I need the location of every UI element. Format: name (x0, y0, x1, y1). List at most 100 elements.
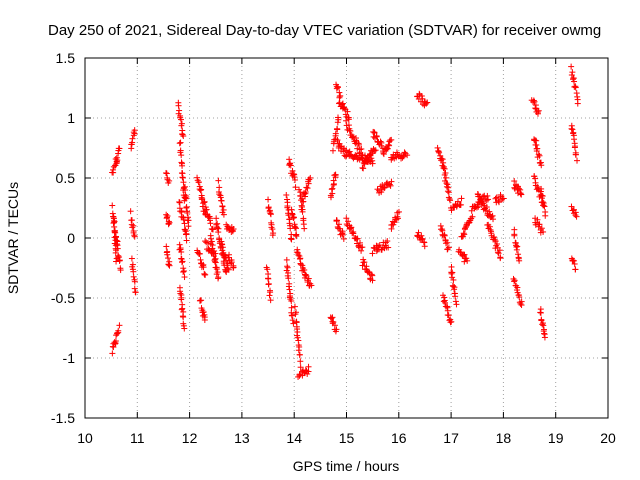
y-tick-label: 1 (67, 110, 75, 126)
data-point (300, 198, 307, 205)
data-point (166, 219, 173, 226)
data-point (177, 139, 184, 146)
data-point (178, 249, 185, 256)
data-point (448, 207, 455, 214)
x-tick-label: 15 (339, 430, 355, 446)
data-point (330, 319, 337, 326)
data-point (336, 140, 343, 147)
data-point (115, 327, 122, 334)
data-point (166, 177, 173, 184)
data-point (442, 240, 449, 247)
data-point (288, 206, 295, 213)
data-point (127, 208, 134, 215)
data-point (371, 129, 378, 136)
data-point (538, 225, 545, 232)
data-point (572, 209, 579, 216)
data-point (328, 186, 335, 193)
data-point (181, 274, 188, 281)
data-point (334, 83, 341, 90)
data-point (568, 71, 575, 78)
data-point (181, 220, 188, 227)
data-point (210, 249, 217, 256)
data-point (215, 274, 222, 281)
data-point (303, 184, 310, 191)
data-point (267, 297, 274, 304)
y-tick-label: -1 (63, 350, 76, 366)
data-point (113, 258, 120, 265)
data-point (297, 364, 304, 371)
data-point (444, 307, 451, 314)
data-point (293, 233, 300, 240)
data-point (537, 309, 544, 316)
data-point (201, 270, 208, 277)
data-point (360, 159, 367, 166)
data-point (131, 127, 138, 134)
data-point (574, 100, 581, 107)
data-point (166, 262, 173, 269)
data-point (332, 130, 339, 137)
data-point (109, 350, 116, 357)
data-point (110, 220, 117, 227)
data-point (419, 95, 426, 102)
data-point (305, 363, 312, 370)
data-point (115, 252, 122, 259)
y-tick-label: 0 (67, 230, 75, 246)
data-point (131, 232, 138, 239)
data-point (198, 186, 205, 193)
data-point (185, 223, 192, 230)
data-point (329, 185, 336, 192)
data-point (219, 203, 226, 210)
data-point (164, 255, 171, 262)
data-point (443, 174, 450, 181)
data-point (482, 207, 489, 214)
data-point (350, 228, 357, 235)
data-point (541, 330, 548, 337)
data-point (437, 222, 444, 229)
data-point (163, 243, 170, 250)
data-point (230, 264, 237, 271)
data-point (176, 107, 183, 114)
data-point (181, 325, 188, 332)
data-point (264, 266, 271, 273)
data-point (360, 165, 367, 172)
data-point (364, 158, 371, 165)
data-point (165, 218, 172, 225)
data-point (514, 284, 521, 291)
data-points (109, 63, 581, 380)
data-point (292, 224, 299, 231)
data-point (212, 256, 219, 263)
data-point (571, 83, 578, 90)
data-point (163, 169, 170, 176)
data-point (178, 255, 185, 262)
data-point (291, 176, 298, 183)
data-point (419, 236, 426, 243)
data-point (369, 277, 376, 284)
data-point (200, 309, 207, 316)
data-point (540, 202, 547, 209)
data-point (341, 105, 348, 112)
data-point (334, 137, 341, 144)
data-point (184, 209, 191, 216)
data-point (384, 145, 391, 152)
data-point (495, 199, 502, 206)
data-point (296, 351, 303, 358)
data-point (444, 181, 451, 188)
data-point (265, 275, 272, 282)
data-point (511, 278, 518, 285)
data-point (359, 262, 366, 269)
data-point (486, 223, 493, 230)
data-point (211, 247, 218, 254)
data-point (196, 250, 203, 257)
data-point (570, 129, 577, 136)
data-point (285, 275, 292, 282)
data-point (301, 225, 308, 232)
data-point (117, 267, 124, 274)
data-point (179, 174, 186, 181)
data-point (177, 112, 184, 119)
data-point (450, 283, 457, 290)
data-point (440, 159, 447, 166)
data-point (294, 329, 301, 336)
data-point (179, 162, 186, 169)
data-point (292, 311, 299, 318)
data-point (269, 232, 276, 239)
